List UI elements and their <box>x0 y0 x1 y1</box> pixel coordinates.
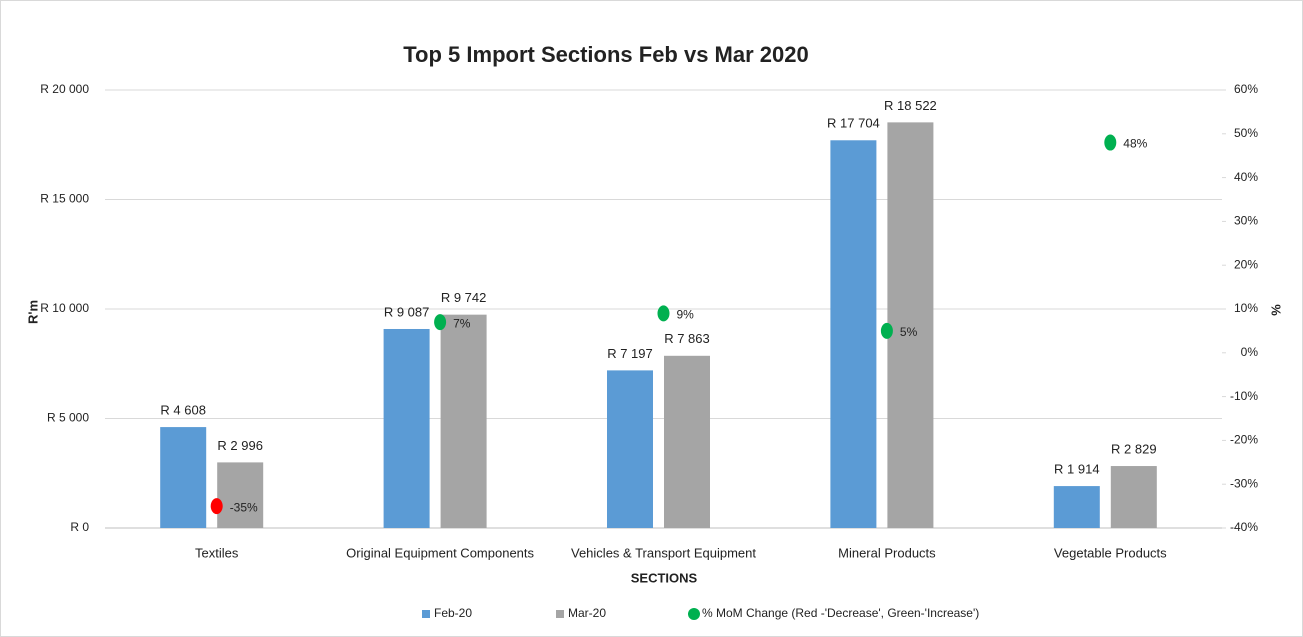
mom-point <box>657 305 670 322</box>
bar-value-label: R 9 087 <box>384 304 430 319</box>
y2-tick-label: 10% <box>1234 301 1258 315</box>
y2-tick-label: -20% <box>1230 433 1258 447</box>
mom-label: 48% <box>1123 137 1147 151</box>
bar-value-label: R 9 742 <box>441 290 487 305</box>
x-tick-label: Mineral Products <box>838 545 936 560</box>
y-axis-title: R'm <box>25 300 40 324</box>
mom-point <box>1104 134 1117 151</box>
x-tick-label: Textiles <box>195 545 239 560</box>
y2-axis-title: % <box>1269 304 1284 316</box>
bar <box>217 462 264 528</box>
y2-tick-label: 0% <box>1241 345 1259 359</box>
bar-value-label: R 2 996 <box>217 438 263 453</box>
bar-value-label: R 1 914 <box>1054 462 1100 477</box>
bar <box>607 370 653 528</box>
bar <box>830 140 877 528</box>
mom-label: 5% <box>900 325 918 339</box>
x-tick-label: Vehicles & Transport Equipment <box>571 545 756 560</box>
y-tick-label: R 15 000 <box>40 192 89 206</box>
legend-swatch <box>422 610 430 618</box>
bar <box>160 427 207 528</box>
x-axis-title: SECTIONS <box>631 570 698 585</box>
mom-label: 7% <box>453 316 471 330</box>
mom-point <box>434 314 447 331</box>
y-tick-label: R 20 000 <box>40 82 89 96</box>
mom-label: 9% <box>677 308 695 322</box>
mom-point <box>880 322 893 339</box>
x-tick-label: Original Equipment Components <box>346 545 534 560</box>
bar <box>664 355 710 528</box>
bar <box>1110 466 1157 528</box>
y-tick-label: R 10 000 <box>40 301 89 315</box>
y2-tick-label: -10% <box>1230 389 1258 403</box>
bar-value-label: R 2 829 <box>1111 441 1157 456</box>
y2-tick-label: 40% <box>1234 170 1258 184</box>
y-tick-label: R 5 000 <box>47 411 89 425</box>
y2-tick-label: -30% <box>1230 476 1258 490</box>
bar-value-label: R 18 522 <box>884 98 937 113</box>
bar-value-label: R 7 863 <box>664 331 710 346</box>
x-tick-label: Vegetable Products <box>1054 545 1167 560</box>
legend-swatch <box>688 608 700 620</box>
y2-tick-label: 30% <box>1234 214 1258 228</box>
legend-label: % MoM Change (Red -'Decrease', Green-'In… <box>702 606 979 620</box>
mom-point <box>210 498 223 515</box>
y2-tick-label: -40% <box>1230 520 1258 534</box>
y2-tick-label: 50% <box>1234 126 1258 140</box>
legend-label: Mar-20 <box>568 606 606 620</box>
mom-label: -35% <box>230 500 258 514</box>
bar-value-label: R 17 704 <box>827 116 880 131</box>
legend-swatch <box>556 610 564 618</box>
bar-value-label: R 4 608 <box>160 403 206 418</box>
y-tick-label: R 0 <box>70 520 89 534</box>
y2-tick-label: 20% <box>1234 257 1258 271</box>
y2-tick-label: 60% <box>1234 82 1258 96</box>
bar <box>383 328 430 528</box>
bar-value-label: R 7 197 <box>607 346 653 361</box>
legend-label: Feb-20 <box>434 606 472 620</box>
bar <box>440 314 487 528</box>
bar <box>887 122 934 529</box>
bar <box>1053 486 1100 528</box>
chart-title: Top 5 Import Sections Feb vs Mar 2020 <box>403 42 809 67</box>
